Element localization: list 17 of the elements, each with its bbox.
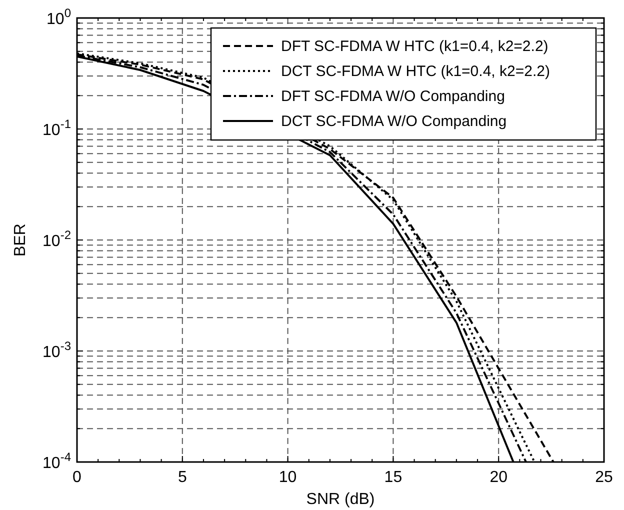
- y-tick-label: 10$^{-4}$: [42, 450, 72, 472]
- x-tick-label: 5: [178, 469, 187, 486]
- x-tick-label: 20: [490, 469, 508, 486]
- x-tick-label: 25: [595, 469, 613, 486]
- y-tick-label: 10$^{-2}$: [42, 228, 72, 250]
- y-axis-title: BER: [12, 224, 29, 256]
- x-tick-label: 0: [72, 469, 82, 486]
- y-tick-label: 10$^{0}$: [46, 6, 72, 28]
- y-tick-label: 10$^{-3}$: [42, 339, 72, 361]
- x-tick-label: 10: [278, 469, 297, 486]
- y-tick-label: 10$^{-1}$: [42, 117, 72, 139]
- legend-label: DFT SC-FDMA W HTC (k1=0.4, k2=2.2): [281, 38, 548, 55]
- legend-label: DCT SC-FDMA W HTC (k1=0.4, k2=2.2): [281, 63, 550, 80]
- x-axis-title: SNR (dB): [306, 491, 375, 508]
- legend-label: DCT SC-FDMA W/O Companding: [281, 113, 507, 130]
- x-tick-label: 15: [384, 469, 402, 486]
- legend-label: DFT SC-FDMA W/O Companding: [281, 88, 505, 105]
